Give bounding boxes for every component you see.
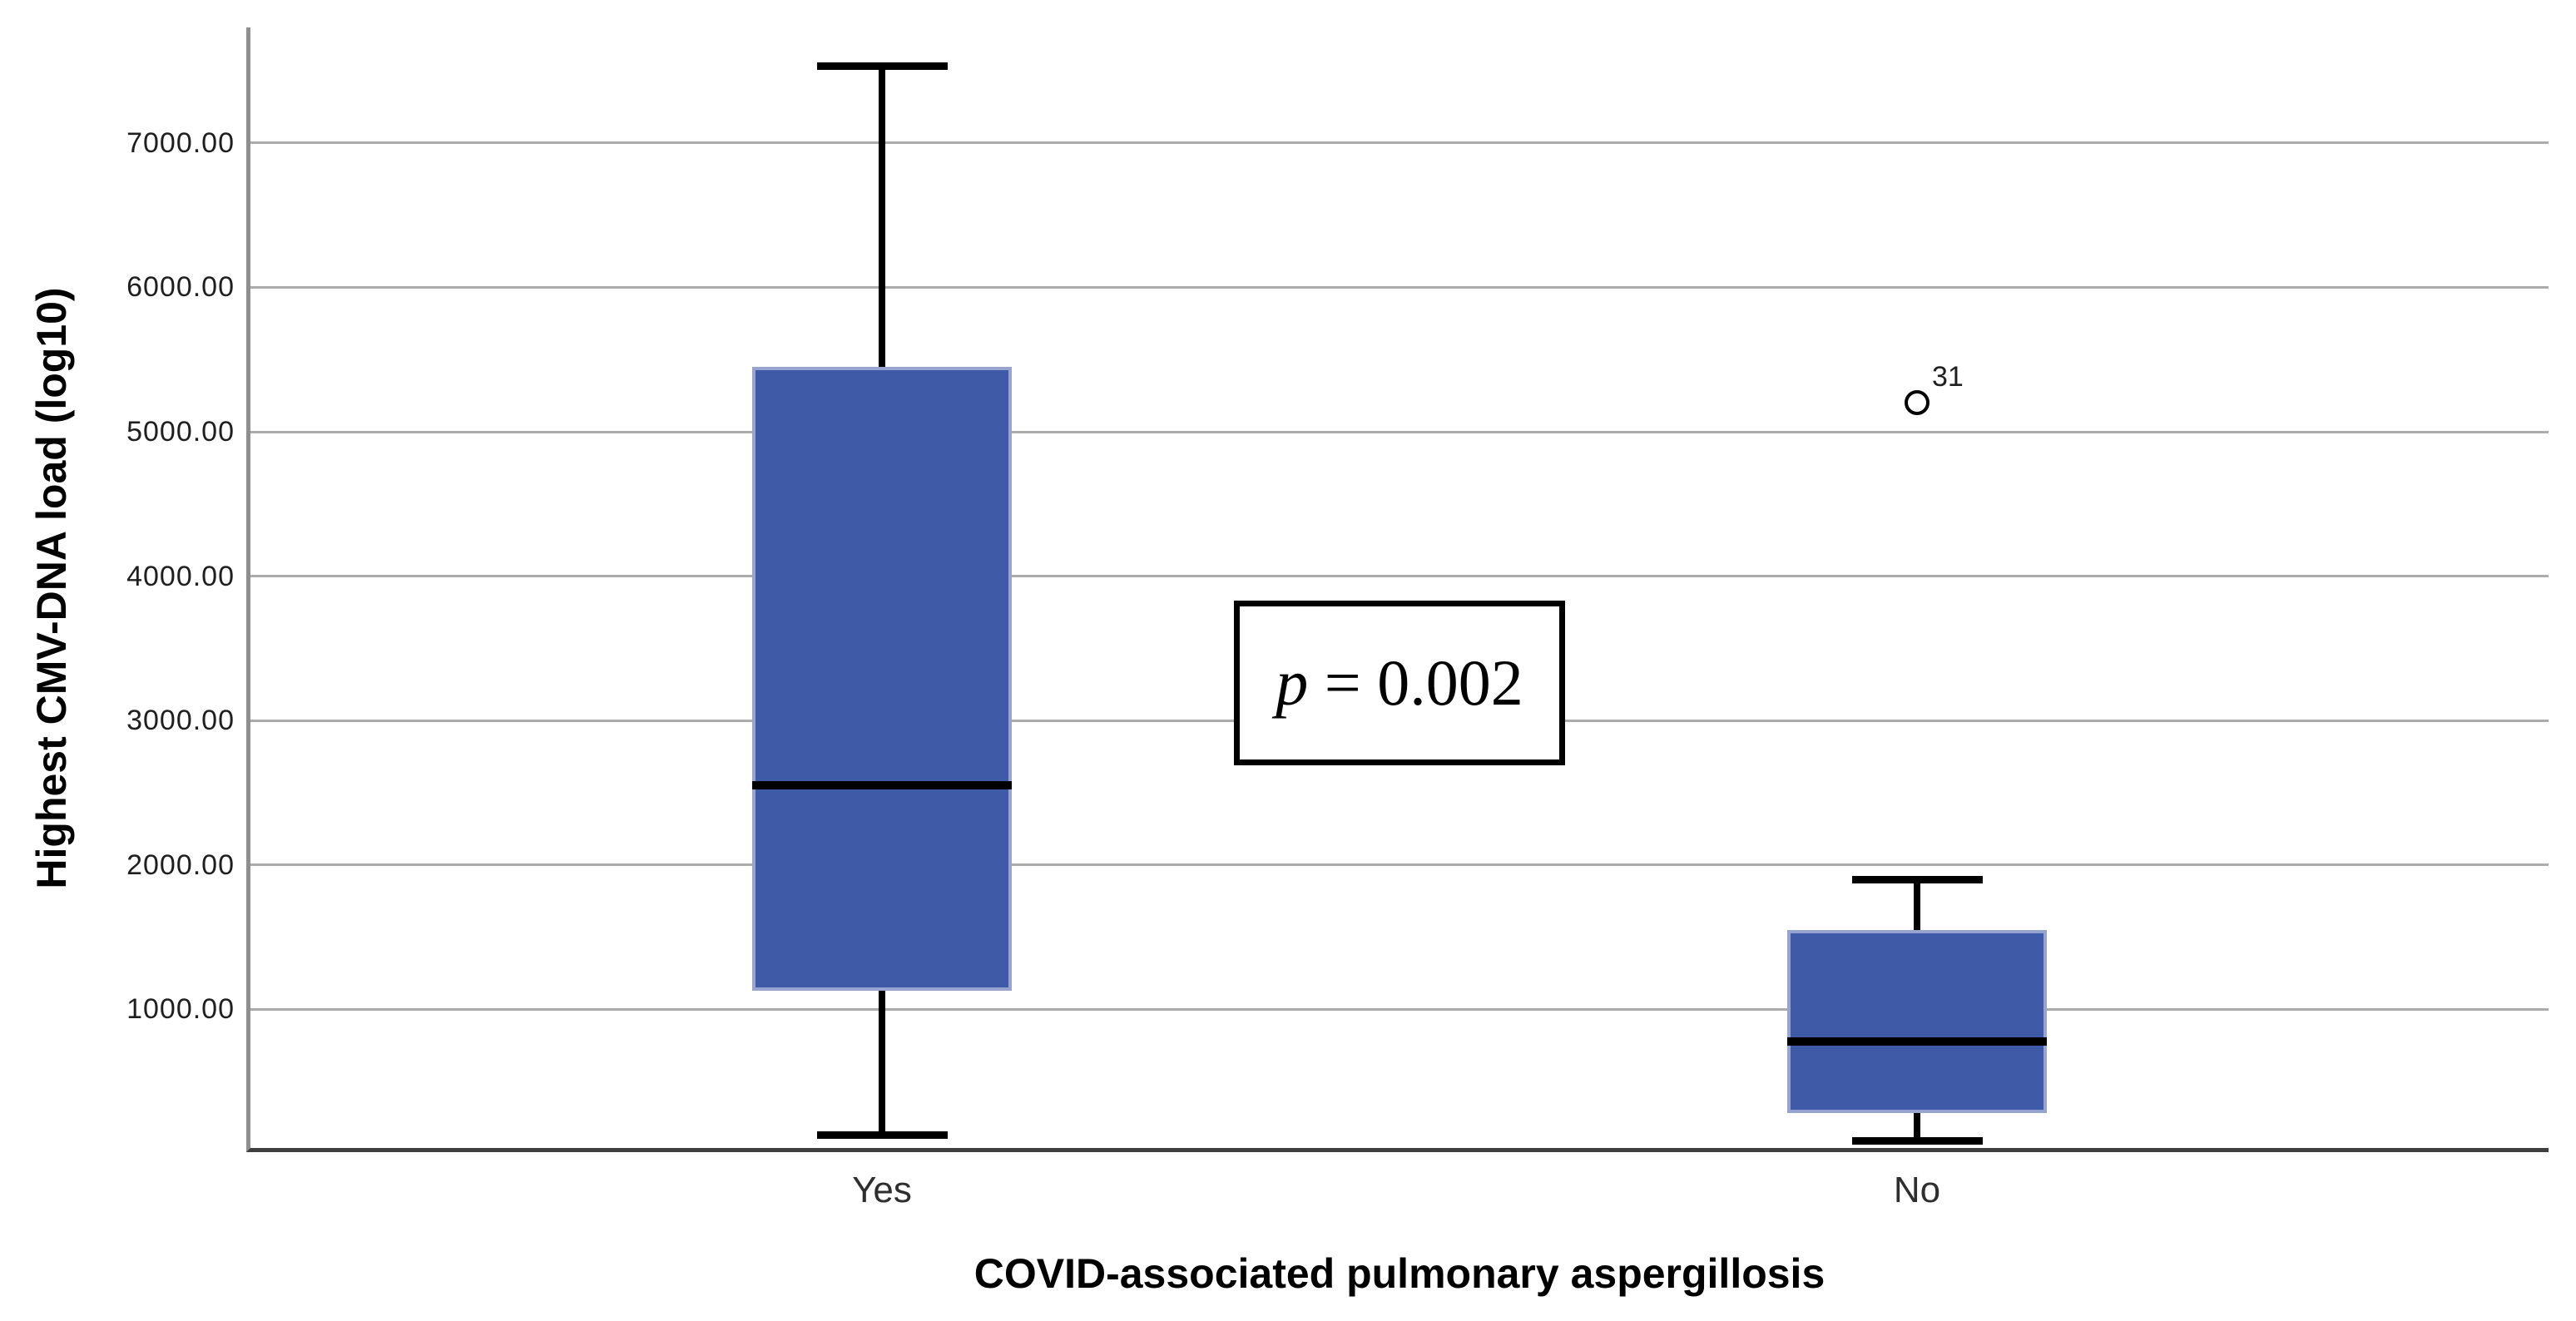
whisker-cap-max-yes xyxy=(816,62,948,71)
p-value-text: = 0.002 xyxy=(1308,646,1523,719)
gridline xyxy=(250,1007,2549,1011)
y-tick-label: 1000.00 xyxy=(126,993,235,1026)
y-tick-label: 3000.00 xyxy=(126,705,235,737)
iqr-box-no xyxy=(1787,929,2047,1114)
whisker-cap-min-yes xyxy=(816,1131,948,1139)
y-tick-label: 5000.00 xyxy=(126,416,235,448)
y-tick-label: 7000.00 xyxy=(126,126,235,159)
x-axis-title: COVID-associated pulmonary aspergillosis xyxy=(973,1250,1825,1297)
gridline xyxy=(250,285,2549,289)
whisker-cap-max-no xyxy=(1851,875,1983,883)
gridline xyxy=(250,863,2549,867)
y-tick-label: 6000.00 xyxy=(126,271,235,304)
outlier-label-no: 31 xyxy=(1932,361,1964,393)
gridline xyxy=(250,575,2549,578)
iqr-box-yes xyxy=(752,366,1012,991)
p-value-annotation: p = 0.002 xyxy=(1234,601,1565,765)
y-tick-label: 4000.00 xyxy=(126,560,235,592)
y-tick-label: 2000.00 xyxy=(126,849,235,881)
median-line-yes xyxy=(752,781,1012,790)
x-category-label-yes: Yes xyxy=(852,1170,912,1210)
x-category-label-no: No xyxy=(1893,1170,1941,1210)
plot-area xyxy=(246,27,2549,1152)
median-line-no xyxy=(1787,1037,2047,1046)
whisker-cap-min-no xyxy=(1851,1136,1983,1145)
gridline xyxy=(250,141,2549,145)
gridline xyxy=(250,430,2549,433)
outlier-point-no xyxy=(1905,390,1930,416)
p-value-symbol: p xyxy=(1276,646,1309,719)
